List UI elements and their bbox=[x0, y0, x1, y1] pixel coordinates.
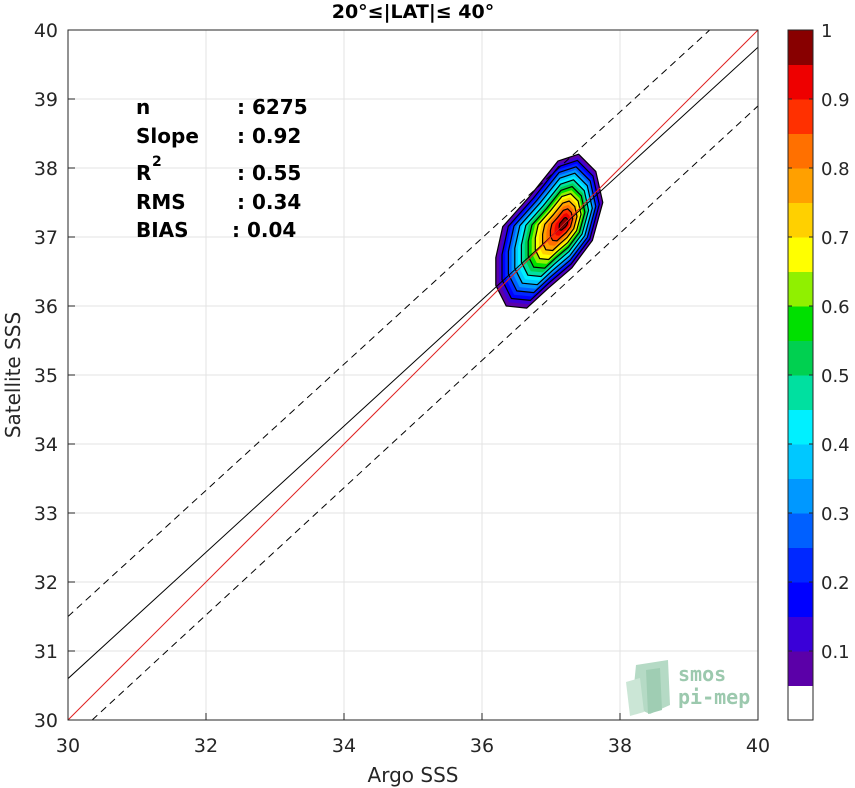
colorbar-band bbox=[788, 409, 813, 445]
reference-lines bbox=[68, 30, 758, 720]
grid-lines bbox=[67, 29, 759, 721]
colorbar-band bbox=[788, 444, 813, 479]
y-axis-label: Satellite SSS bbox=[1, 312, 25, 438]
colorbar-ticks: 0.1 0.2 0.3 0.4 0.5 0.6 0.7 0.8 0.9 1 bbox=[788, 21, 850, 663]
colorbar-band bbox=[788, 478, 813, 514]
stat-bias-value: : 0.04 bbox=[232, 218, 296, 242]
density-contours bbox=[495, 153, 604, 309]
y-tick-label: 39 bbox=[34, 89, 58, 111]
stat-bias-label: BIAS bbox=[136, 218, 189, 242]
colorbar-band bbox=[788, 99, 813, 134]
x-tick-label: 32 bbox=[194, 735, 218, 757]
statistics-box: n : 6275 Slope : 0.92 R 2 : 0.55 RMS : 0… bbox=[136, 95, 308, 242]
colorbar-band bbox=[788, 651, 813, 686]
colorbar-band bbox=[788, 237, 813, 272]
logo-text-pimep: pi-mep bbox=[678, 685, 750, 709]
colorbar-band bbox=[788, 513, 813, 548]
colorbar-band bbox=[788, 168, 813, 203]
y-tick-label: 35 bbox=[34, 365, 58, 387]
stat-n-label: n bbox=[136, 95, 150, 119]
y-tick-label: 37 bbox=[34, 227, 58, 249]
stat-rms-value: : 0.34 bbox=[237, 190, 301, 214]
y-tick-label: 36 bbox=[34, 296, 58, 318]
stat-slope-value: : 0.92 bbox=[237, 124, 301, 148]
stat-r2-label: R bbox=[136, 161, 151, 185]
chart-title: 20°≤|LAT|≤ 40° bbox=[332, 1, 495, 23]
regression-line bbox=[68, 46, 758, 679]
colorbar-band bbox=[788, 306, 813, 341]
colorbar-band bbox=[788, 64, 813, 100]
y-tick-label: 31 bbox=[34, 641, 58, 663]
colorbar-tick-label: 0.5 bbox=[821, 366, 850, 387]
colorbar-band bbox=[788, 582, 813, 617]
upper-bound-dashed-line bbox=[68, 30, 711, 617]
logo-text-smos: smos bbox=[678, 662, 726, 686]
stat-slope-label: Slope bbox=[136, 124, 199, 148]
colorbar-tick-label: 0.6 bbox=[821, 297, 850, 318]
stat-r2-superscript: 2 bbox=[152, 154, 162, 170]
y-tick-label: 33 bbox=[34, 503, 58, 525]
colorbar-band bbox=[788, 202, 813, 238]
colorbar-band bbox=[788, 30, 813, 65]
y-tick-label: 30 bbox=[34, 710, 58, 732]
y-tick-label: 40 bbox=[34, 20, 58, 42]
colorbar-band bbox=[788, 375, 813, 410]
colorbar-band bbox=[788, 340, 813, 376]
smos-pimep-logo: smos pi-mep bbox=[626, 660, 750, 716]
colorbar-tick-label: 1 bbox=[821, 21, 832, 42]
y-tick-label: 32 bbox=[34, 572, 58, 594]
x-axis-ticks: 30 32 34 36 38 40 bbox=[56, 713, 770, 757]
x-tick-label: 40 bbox=[746, 735, 770, 757]
colorbar-tick-label: 0.9 bbox=[821, 90, 850, 111]
colorbar-tick-label: 0.7 bbox=[821, 228, 850, 249]
y-axis-ticks: 30 31 32 33 34 35 36 37 38 39 40 bbox=[34, 20, 75, 732]
identity-line bbox=[68, 30, 758, 720]
stat-n-value: : 6275 bbox=[237, 95, 308, 119]
x-tick-label: 36 bbox=[470, 735, 494, 757]
colorbar-tick-label: 0.4 bbox=[821, 435, 850, 456]
lower-bound-dashed-line bbox=[91, 105, 758, 720]
colorbar-tick-label: 0.2 bbox=[821, 573, 850, 594]
x-tick-label: 30 bbox=[56, 735, 80, 757]
colorbar-tick-label: 0.3 bbox=[821, 504, 850, 525]
stat-r2-value: : 0.55 bbox=[237, 161, 301, 185]
wave-logo-icon bbox=[626, 660, 670, 716]
y-tick-label: 38 bbox=[34, 158, 58, 180]
x-axis-label: Argo SSS bbox=[368, 763, 459, 787]
stat-rms-label: RMS bbox=[136, 190, 186, 214]
x-tick-label: 38 bbox=[608, 735, 632, 757]
colorbar-band bbox=[788, 616, 813, 652]
x-tick-label: 34 bbox=[332, 735, 356, 757]
y-tick-label: 34 bbox=[34, 434, 58, 456]
colorbar bbox=[788, 30, 813, 721]
colorbar-tick-label: 0.1 bbox=[821, 642, 850, 663]
colorbar-band bbox=[788, 133, 813, 169]
colorbar-band bbox=[788, 685, 813, 721]
colorbar-band bbox=[788, 547, 813, 583]
colorbar-band bbox=[788, 271, 813, 307]
colorbar-tick-label: 0.8 bbox=[821, 159, 850, 180]
